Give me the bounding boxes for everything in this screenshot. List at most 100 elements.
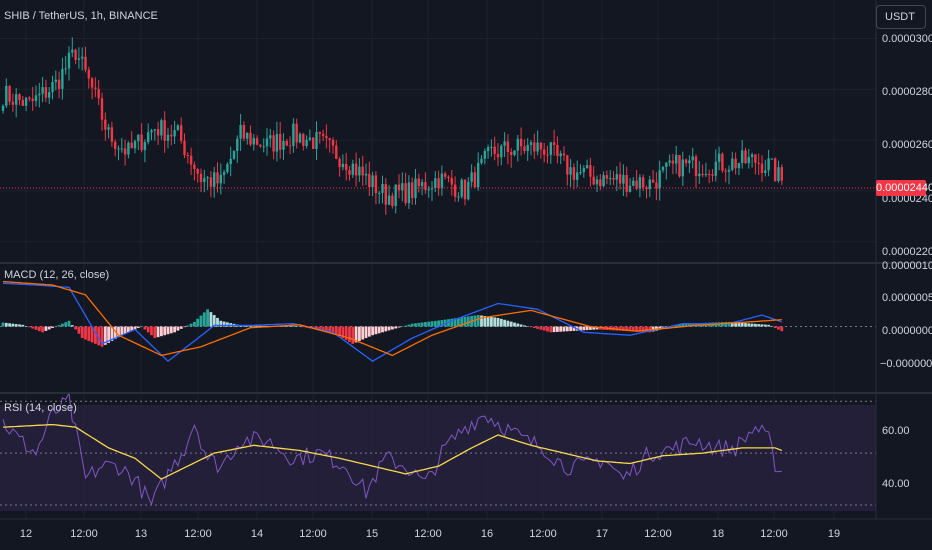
candle-body [21,99,24,106]
macd-histogram-bar [407,324,411,327]
candle-body [166,134,170,141]
macd-histogram-bar [216,317,219,327]
candle-body [213,172,216,187]
candle-body [477,163,480,188]
candle-body [655,182,658,189]
macd-histogram-bar [760,324,764,327]
macd-histogram-bar [166,326,170,335]
currency-button[interactable]: USDT [876,5,926,29]
macd-histogram-bar [255,325,259,327]
candle-body [321,133,325,136]
candle-body [708,174,711,176]
candle-body [394,184,397,207]
candle-body [417,178,420,187]
macd-histogram-bar [209,312,213,327]
candle-body [302,133,305,146]
candle-body [133,141,137,149]
macd-histogram-bar [8,323,11,327]
candle-body [51,81,54,93]
macd-histogram-bar [77,326,81,334]
candle-body [354,163,358,176]
candle-body [226,164,229,173]
candle-body [156,129,160,136]
candle-body [150,130,153,133]
candle-body [681,159,684,177]
macd-histogram-bar [354,326,358,343]
macd-label[interactable]: MACD (12, 26, close) [4,269,110,281]
candle-body [539,142,543,150]
macd-histogram-bar [226,322,229,327]
candle-body [222,172,226,175]
candle-body [493,146,496,154]
macd-histogram-bar [539,326,543,330]
macd-signal-line [2,280,782,357]
candle-body [513,150,516,156]
macd-histogram-bar [773,326,777,328]
macd-histogram-bar [199,315,203,327]
macd-histogram-bar [777,326,780,330]
macd-histogram-bar [770,326,774,327]
macd-histogram-bar [410,323,414,327]
macd-histogram-bar [183,326,186,328]
time-axis-label: 12:00 [70,528,98,540]
macd-histogram-bar [453,318,457,327]
symbol-title[interactable]: SHIB / TetherUS, 1h, BINANCE [4,10,158,22]
macd-histogram-bar [400,326,404,328]
candle-body [582,168,585,173]
rsi-pane[interactable] [0,391,876,506]
candle-body [120,148,123,150]
macd-histogram-bar [18,324,21,327]
rsi-label[interactable]: RSI (14, close) [4,402,77,414]
candle-body [262,146,265,148]
candle-body [543,149,546,155]
macd-histogram-bar [730,322,734,327]
macd-histogram-bar [625,326,629,332]
macd-histogram-bar [186,325,190,327]
candle-body [516,138,519,151]
candle-body [100,98,104,120]
candle-body [292,123,295,146]
macd-histogram-bar [140,326,143,328]
candle-body [67,52,71,69]
candle-body [642,177,645,188]
macd-histogram-bar [57,325,61,327]
macd-histogram-bar [681,323,685,327]
candle-body [288,145,292,147]
candle-body [651,179,655,183]
candle-body [734,158,737,169]
candle-body [140,134,143,151]
macd-histogram-bar [433,320,437,327]
macd-histogram-bar [61,323,64,327]
macd-histogram-bar [67,320,71,327]
macd-histogram-bar [90,326,94,343]
price-candles[interactable] [1,37,783,215]
macd-histogram-bar [523,325,526,327]
candle-body [401,183,404,191]
candle-body [628,185,632,192]
candle-body [675,154,678,164]
macd-histogram-bar [721,322,724,327]
candle-body [107,127,110,130]
macd-histogram-bar [87,326,91,341]
macd-histogram-bar [34,326,38,330]
macd-histogram-bar [202,312,206,327]
candle-body [348,170,351,175]
candle-body [780,167,783,181]
candle-body [71,49,74,53]
macd-histogram-bar [579,326,582,331]
candle-body [54,79,57,82]
macd-histogram-bar [150,326,153,336]
macd-histogram-bar [631,326,635,332]
macd-histogram-bar [358,326,361,341]
candle-body [444,173,447,177]
candle-body [77,58,81,60]
candle-body [411,182,414,199]
candle-body [562,153,566,156]
macd-pane[interactable] [0,280,876,363]
candle-body [777,167,780,182]
macd-histogram-bar [222,321,226,327]
candle-body [338,158,341,168]
